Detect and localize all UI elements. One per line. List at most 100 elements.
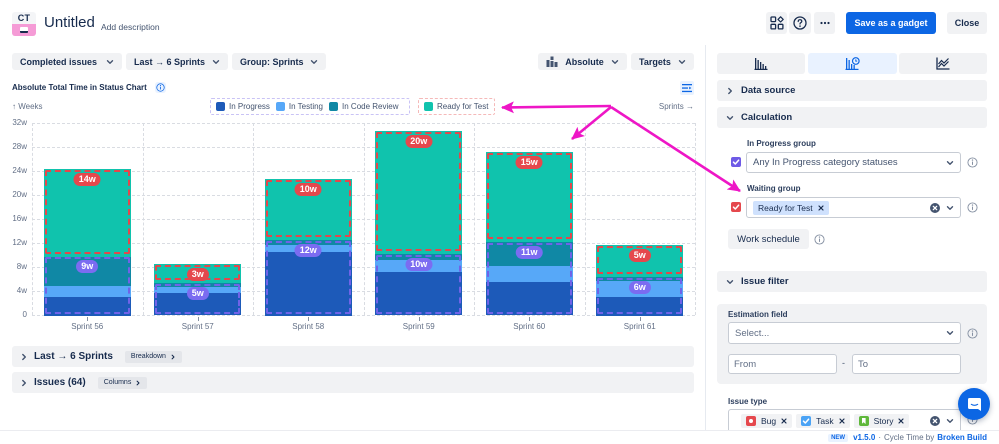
info-icon[interactable] — [967, 328, 978, 339]
info-icon[interactable] — [967, 202, 978, 213]
targets-dropdown[interactable]: Targets — [631, 53, 694, 70]
tab-bar-chart[interactable] — [717, 53, 805, 74]
gridline-vertical — [363, 123, 365, 315]
x-tick-label: Sprint 58 — [292, 322, 325, 331]
section-label: Issues (64) — [34, 377, 86, 388]
clear-icon[interactable] — [930, 203, 940, 213]
x-tick-mark — [197, 317, 199, 321]
section-label: Last → 6 Sprints — [34, 351, 113, 362]
legend-item-ready-for-test[interactable]: Ready for Test — [424, 102, 488, 111]
chevron-down-icon — [946, 329, 954, 337]
bar-segment-ready-for-test[interactable] — [375, 130, 463, 255]
close-button[interactable]: Close — [947, 12, 987, 34]
bar-segment-in-progress[interactable] — [375, 271, 463, 316]
bar-segment-in-progress[interactable] — [154, 292, 242, 316]
group-outline-waiting-group — [597, 246, 683, 275]
estimation-from-input[interactable]: From — [728, 354, 837, 374]
mode-dropdown[interactable]: Absolute — [538, 53, 627, 70]
info-icon[interactable] — [814, 234, 825, 245]
legend-label: In Progress — [229, 102, 270, 111]
remove-chip-icon[interactable] — [818, 205, 824, 211]
report-title[interactable]: Untitled — [44, 14, 95, 31]
columns-button[interactable]: Columns — [97, 376, 148, 389]
bar-segment-in-progress[interactable] — [43, 297, 131, 316]
tab-time-in-status-chart[interactable] — [808, 53, 897, 74]
legend-item-in-code-review[interactable]: In Code Review — [329, 102, 399, 111]
info-icon[interactable] — [967, 157, 978, 168]
bar-segment-in-progress[interactable] — [264, 252, 352, 316]
mode-label: Absolute — [565, 56, 604, 67]
x-tick-mark — [87, 317, 89, 321]
work-schedule-button[interactable]: Work schedule — [728, 229, 809, 249]
version-link[interactable]: v1.5.0 — [853, 433, 876, 442]
bar-segment-in-code-review[interactable] — [375, 253, 463, 261]
y-tick-label: 20w — [12, 190, 27, 199]
issues-section[interactable]: Issues (64) Columns — [12, 372, 694, 393]
estimation-field-select[interactable]: Select... — [728, 322, 961, 344]
clear-icon[interactable] — [930, 416, 940, 426]
group-total-badge: 10w — [405, 257, 433, 271]
group-outline-waiting-group — [486, 152, 572, 240]
section-calculation[interactable]: Calculation — [717, 107, 987, 128]
chevron-right-icon — [726, 87, 734, 95]
x-tick-label: Sprint 56 — [71, 322, 104, 331]
in-progress-group-checkbox[interactable] — [731, 157, 741, 167]
save-as-gadget-button[interactable]: Save as a gadget — [846, 12, 936, 34]
waiting-group-select[interactable]: Ready for Test — [746, 197, 961, 218]
chevron-down-icon — [212, 58, 220, 66]
y-tick-label: 4w — [16, 286, 27, 295]
remove-chip-icon[interactable] — [898, 418, 904, 424]
bar-segment-in-testing[interactable] — [43, 285, 131, 298]
chevron-right-icon — [20, 379, 28, 387]
apps-button[interactable] — [766, 12, 787, 34]
x-tick-label: Sprint 61 — [623, 322, 656, 331]
legend-label: In Testing — [288, 102, 324, 111]
x-tick-mark — [529, 317, 531, 321]
legend-item-in-progress[interactable]: In Progress — [216, 102, 270, 111]
waiting-group-checkbox[interactable] — [731, 202, 741, 212]
y-tick-label: 28w — [12, 142, 27, 151]
chevron-down-icon — [946, 204, 954, 212]
section-label: Issue filter — [741, 276, 789, 287]
period-filter-label: Last → 6 Sprints — [134, 56, 206, 67]
legend-label: In Code Review — [342, 102, 399, 111]
legend-toggle-icon — [682, 84, 692, 93]
chart-info-button[interactable] — [155, 82, 166, 93]
gridline-vertical — [695, 123, 696, 315]
x-tick-label: Sprint 59 — [402, 322, 435, 331]
remove-chip-icon[interactable] — [781, 418, 787, 424]
breakdown-button[interactable]: Breakdown — [124, 350, 182, 363]
bar-segment-in-progress[interactable] — [485, 281, 573, 316]
more-button[interactable] — [814, 12, 835, 34]
tab-line-chart[interactable] — [899, 53, 987, 74]
in-progress-group-select[interactable]: Any In Progress category statuses — [746, 152, 961, 173]
chat-support-button[interactable] — [958, 388, 990, 420]
group-filter-dropdown[interactable]: Group: Sprints — [232, 53, 326, 70]
arrow-to-legend — [500, 101, 612, 114]
chevron-down-icon — [726, 278, 734, 286]
targets-label: Targets — [639, 56, 671, 67]
help-button[interactable] — [789, 12, 811, 34]
breakdown-section-sprints[interactable]: Last → 6 Sprints Breakdown — [12, 346, 694, 367]
estimation-to-input[interactable]: To — [852, 354, 961, 374]
brand-link[interactable]: Broken Build — [937, 433, 987, 442]
bar-chart-icon — [754, 58, 768, 70]
group-outline-in-progress-group — [44, 257, 130, 314]
bar-segment-in-testing[interactable] — [485, 265, 573, 282]
section-issue-filter[interactable]: Issue filter — [717, 271, 987, 292]
issue-type-select[interactable]: Bug Task Story — [728, 409, 961, 433]
new-badge: NEW — [828, 433, 849, 442]
issues-filter-dropdown[interactable]: Completed issues — [12, 53, 122, 70]
add-description-link[interactable]: Add description — [101, 22, 160, 32]
remove-chip-icon[interactable] — [839, 418, 845, 424]
logo-graphic — [12, 24, 36, 36]
gridline-vertical — [142, 123, 144, 315]
period-filter-dropdown[interactable]: Last → 6 Sprints — [126, 53, 228, 70]
section-data-source[interactable]: Data source — [717, 80, 987, 101]
panel-divider[interactable] — [705, 45, 706, 430]
legend-item-in-testing[interactable]: In Testing — [275, 102, 324, 111]
gridline-horizontal — [32, 315, 695, 316]
issue-type-chip-task: Task — [796, 414, 850, 428]
legend-toggle-button[interactable] — [680, 81, 694, 95]
bar-segment-in-progress[interactable] — [596, 297, 684, 316]
